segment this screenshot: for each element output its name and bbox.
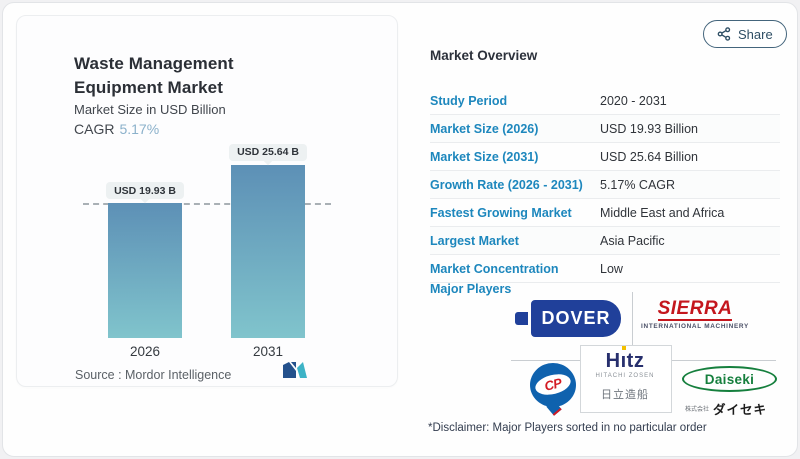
bar-2031 (231, 164, 305, 338)
overview-row: Market Size (2031) USD 25.64 Billion (430, 143, 780, 171)
hitz-logo-japanese-text: 日立造船 (601, 389, 649, 401)
overview-row-value: USD 25.64 Billion (600, 149, 698, 164)
overview-row-label: Study Period (430, 93, 508, 108)
overview-row: Fastest Growing Market Middle East and Af… (430, 199, 780, 227)
sierra-logo-subtext: INTERNATIONAL MACHINERY (641, 323, 749, 330)
bar-category-label: 2026 (129, 344, 161, 359)
bar-2026 (108, 203, 182, 338)
overview-row-label: Growth Rate (2026 - 2031) (430, 177, 583, 192)
daiseki-logo-wordmark: Daiseki (704, 371, 755, 387)
dover-logo-tab (515, 312, 528, 325)
chart-title: Waste Management Equipment Market (74, 54, 234, 97)
market-size-chart-card: Waste Management Equipment Market Market… (16, 15, 398, 387)
overview-row: Largest Market Asia Pacific (430, 227, 780, 255)
overview-row-value: 2020 - 2031 (600, 93, 667, 108)
cagr-value: 5.17% (119, 121, 160, 137)
overview-row-value: 5.17% CAGR (600, 177, 676, 192)
overview-row-label: Largest Market (430, 233, 519, 248)
overview-row-value: USD 19.93 Billion (600, 121, 698, 136)
daiseki-logo-subtext: 株式会社 ダイセキ (682, 399, 779, 418)
overview-row: Market Concentration Low (430, 255, 780, 283)
sierra-logo: SIERRA INTERNATIONAL MACHINERY (639, 299, 751, 330)
overview-row-label: Market Concentration (430, 261, 559, 276)
cp-manufacturing-logo: CP (530, 363, 578, 416)
daiseki-logo-katakana: ダイセキ (713, 403, 768, 417)
overview-row-value: Middle East and Africa (600, 205, 725, 220)
baseline-dashed-line (83, 203, 331, 206)
daiseki-logo-company-prefix: 株式会社 (685, 407, 710, 413)
chart-subtitle: Market Size in USD Billion (74, 102, 226, 117)
overview-row: Market Size (2026) USD 19.93 Billion (430, 115, 780, 143)
overview-title: Market Overview (430, 48, 538, 63)
overview-row: Growth Rate (2026 - 2031) 5.17% CAGR (430, 171, 780, 199)
share-button-label: Share (738, 26, 773, 42)
overview-table: Study Period 2020 - 2031 Market Size (2026… (430, 87, 780, 283)
cagr-line: CAGR 5.17% (74, 121, 159, 137)
hitz-logo-wordmark: Hıtz (605, 350, 645, 372)
hitz-logo-subtext: HITACHI ZOSEN (595, 373, 655, 379)
overview-row-label: Fastest Growing Market (430, 205, 572, 220)
disclaimer-text: *Disclaimer: Major Players sorted in no … (428, 422, 707, 434)
dover-logo-wordmark: DOVER (531, 300, 621, 337)
major-players-label: Major Players (430, 282, 512, 296)
hitz-hitachi-zosen-logo: Hıtz HITACHI ZOSEN 日立造船 (580, 351, 670, 402)
dover-logo: DOVER (515, 300, 621, 337)
mordor-intelligence-logo-icon (283, 362, 307, 378)
overview-row-label: Market Size (2031) (430, 149, 539, 164)
overview-row-value: Low (600, 261, 623, 276)
sierra-logo-wordmark: SIERRA (657, 298, 733, 321)
cagr-label: CAGR (74, 121, 115, 137)
bar-category-label: 2031 (252, 344, 284, 359)
logo-grid-left-divider (511, 360, 580, 361)
share-nodes-icon (717, 27, 731, 41)
overview-row-label: Market Size (2026) (430, 121, 539, 136)
overview-row-value: Asia Pacific (600, 233, 665, 248)
source-attribution: Source : Mordor Intelligence (75, 368, 232, 382)
bar-value-label: USD 19.93 B (106, 182, 184, 200)
logo-grid-vertical-divider (632, 292, 633, 345)
share-button[interactable]: Share (703, 20, 787, 48)
cp-logo-wordmark: CP (542, 375, 564, 394)
logo-grid-right-divider (670, 360, 776, 361)
overview-row: Study Period 2020 - 2031 (430, 87, 780, 115)
daiseki-logo: Daiseki 株式会社 ダイセキ (682, 366, 779, 418)
daiseki-logo-oval: Daiseki (682, 366, 777, 392)
bar-value-label: USD 25.64 B (229, 143, 307, 161)
